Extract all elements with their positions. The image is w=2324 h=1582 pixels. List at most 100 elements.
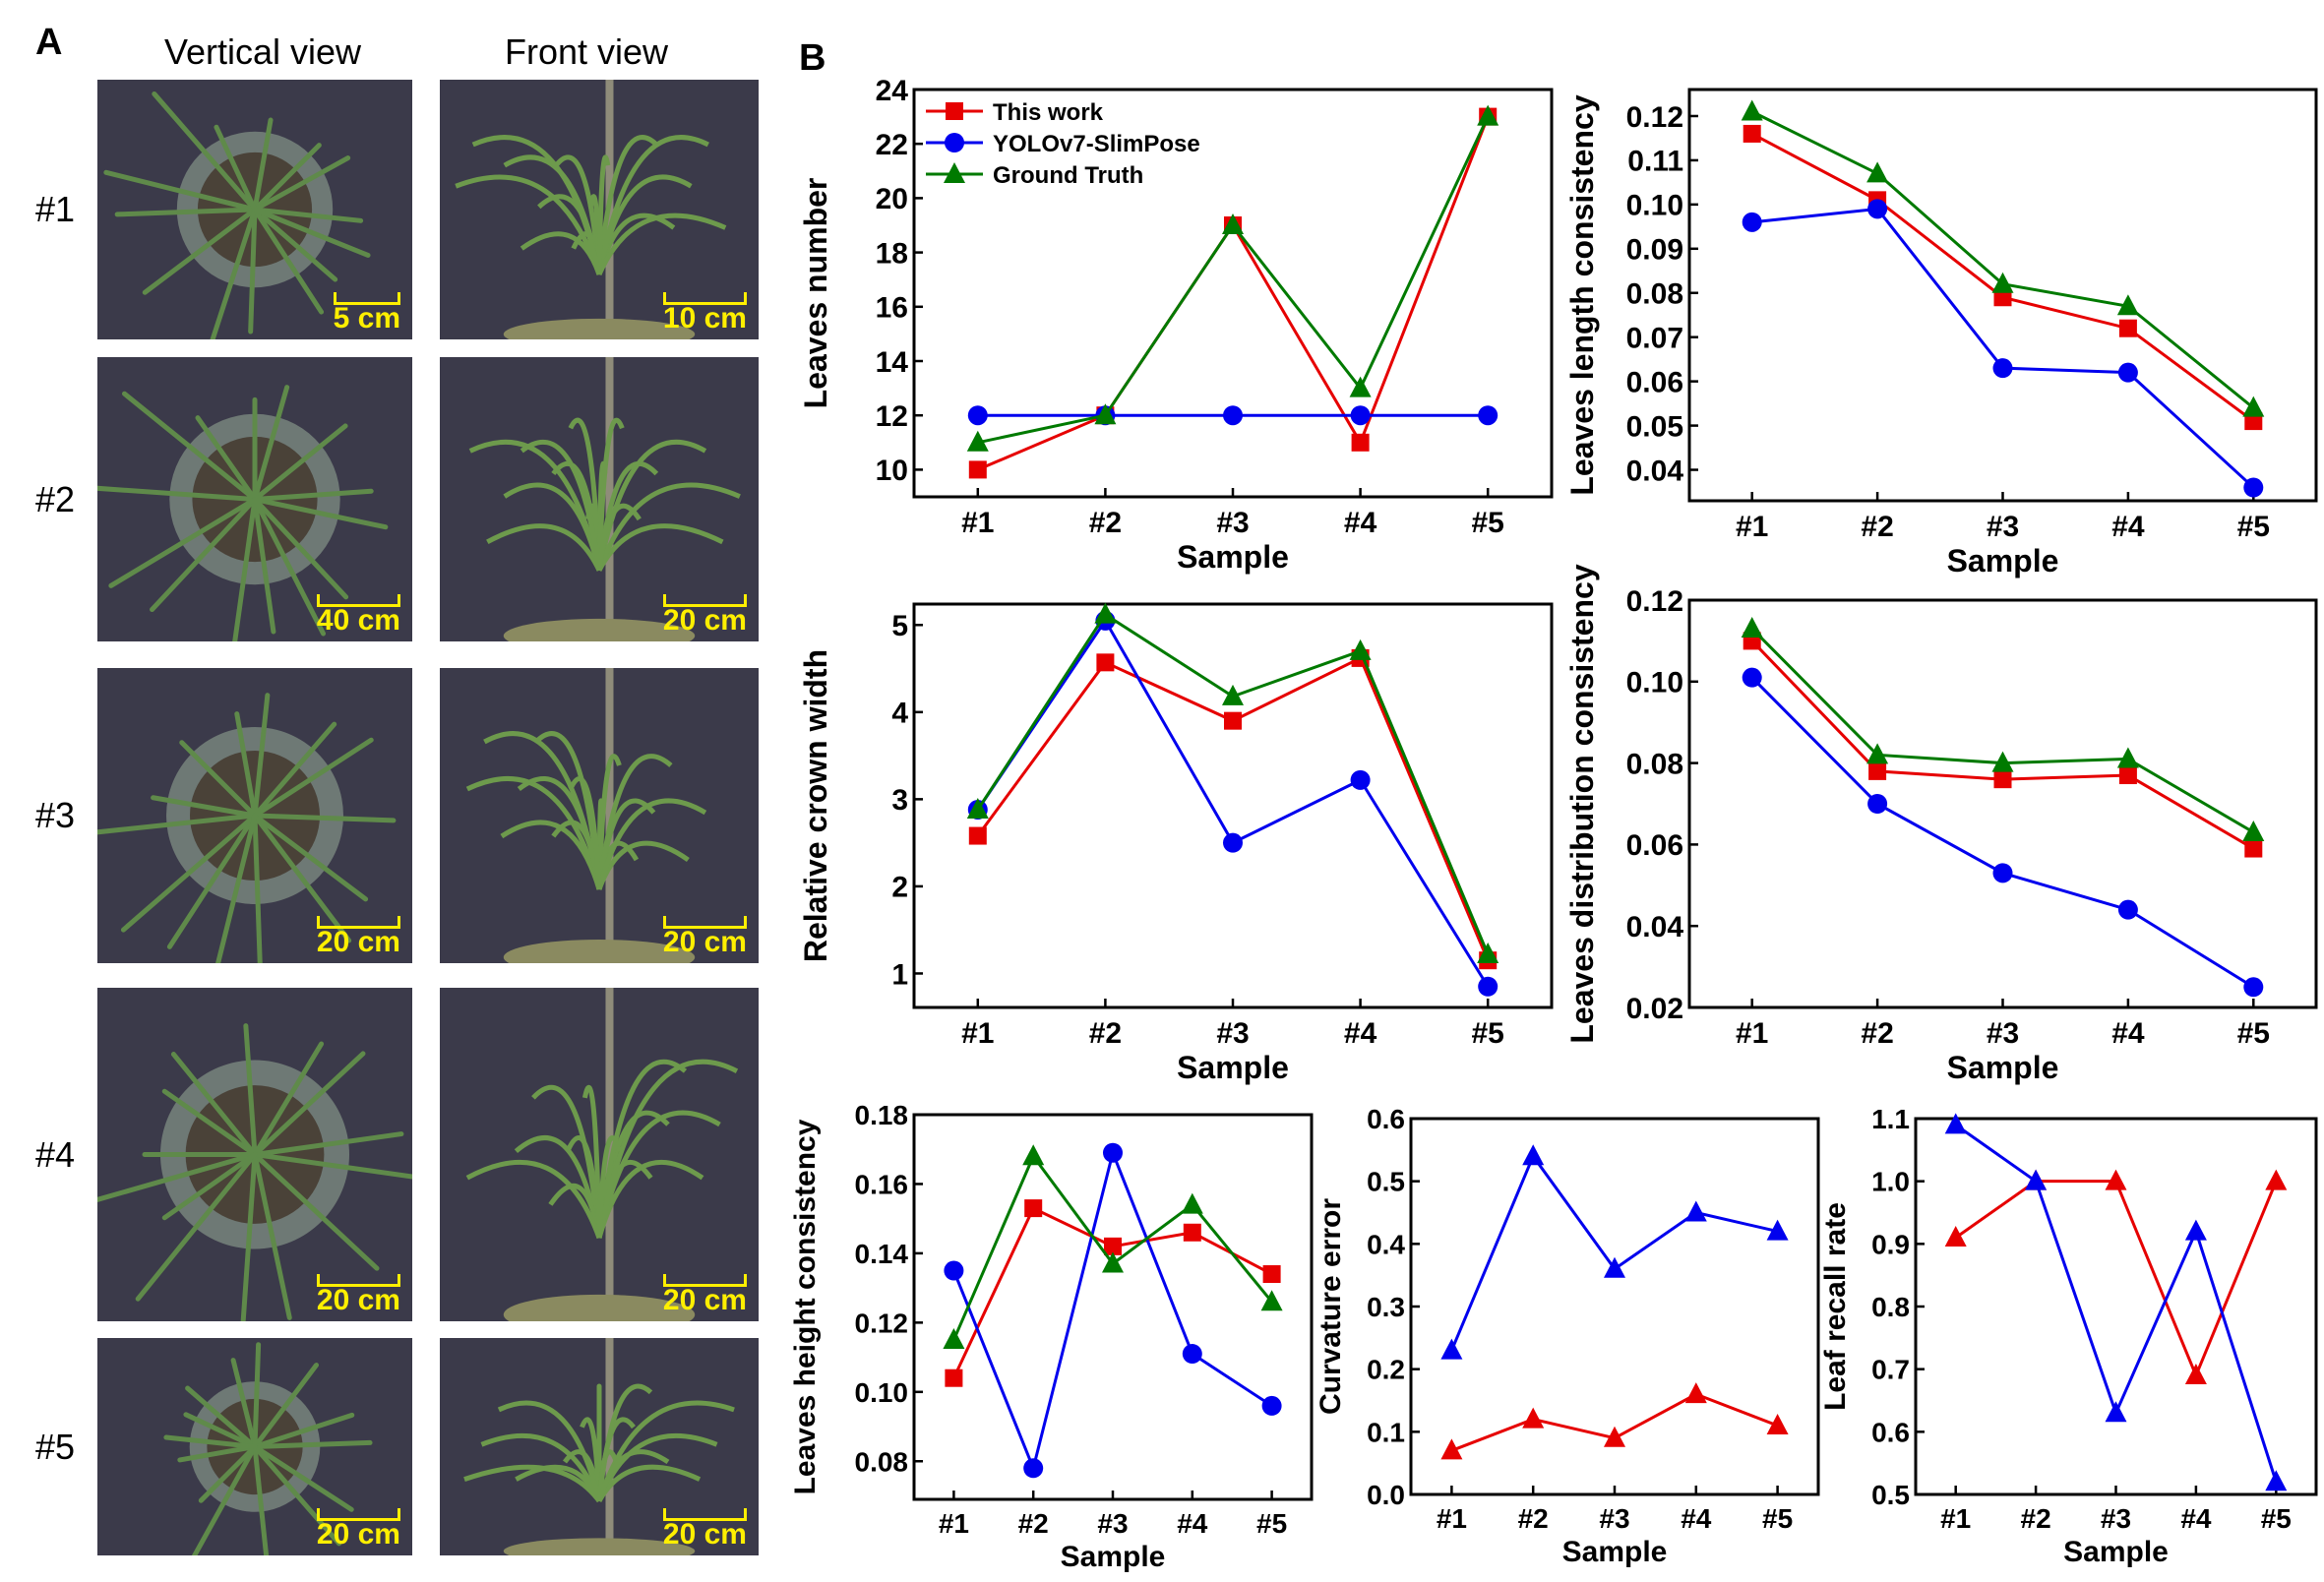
square-marker xyxy=(1224,711,1242,730)
x-tick-label: #2 xyxy=(2021,1503,2051,1534)
y-tick-label: 0.4 xyxy=(1367,1229,1405,1259)
square-marker xyxy=(2118,766,2137,785)
scale-bar-text: 40 cm xyxy=(316,604,400,637)
square-marker xyxy=(2118,319,2137,337)
y-tick-label: 14 xyxy=(876,346,909,379)
row-label: #1 xyxy=(35,189,76,229)
triangle-marker xyxy=(1022,1144,1045,1166)
x-tick-label: #1 xyxy=(1736,511,1768,543)
y-axis-title: Leaves length consistency xyxy=(1564,94,1600,495)
x-tick-label: #5 xyxy=(1256,1508,1287,1539)
triangle-marker xyxy=(1522,1144,1545,1166)
x-axis-title: Sample xyxy=(1947,1050,2059,1085)
scale-bar xyxy=(316,916,400,929)
circle-marker xyxy=(1867,794,1888,814)
x-tick-label: #5 xyxy=(1762,1503,1793,1534)
plot-frame xyxy=(912,1113,1314,1501)
circle-marker xyxy=(1867,199,1888,219)
y-tick-label: 0.09 xyxy=(1626,234,1683,267)
scale-bar-label: 20 cm xyxy=(662,1508,747,1552)
series-line xyxy=(976,612,1490,955)
y-tick-label: 20 xyxy=(876,183,908,215)
triangle-marker xyxy=(1349,639,1372,660)
y-tick-label: 0.5 xyxy=(1871,1480,1910,1510)
triangle-marker xyxy=(1477,104,1499,126)
circle-marker xyxy=(1742,212,1762,232)
scale-bar xyxy=(333,292,400,305)
y-tick-label: 0.08 xyxy=(1626,278,1683,311)
square-marker xyxy=(1351,433,1370,452)
x-tick-label: #4 xyxy=(1177,1508,1208,1539)
front-view-photo: 20 cm xyxy=(440,357,759,641)
plant-image xyxy=(97,1023,412,1321)
triangle-marker xyxy=(2105,1401,2127,1423)
y-tick-label: 0.10 xyxy=(1626,667,1683,700)
y-tick-label: 0.16 xyxy=(855,1170,909,1200)
square-marker xyxy=(1104,1237,1122,1255)
scale-bar xyxy=(662,594,747,607)
triangle-marker xyxy=(1766,1219,1789,1241)
y-tick-label: 0.18 xyxy=(855,1100,909,1130)
legend-label: Ground Truth xyxy=(993,162,1143,189)
y-tick-label: 0.12 xyxy=(1626,585,1683,618)
scale-bar-label: 10 cm xyxy=(662,292,747,335)
y-tick-label: 1.1 xyxy=(1871,1104,1910,1134)
plant-image xyxy=(465,988,739,1321)
circle-marker xyxy=(2243,977,2264,998)
row-label: #5 xyxy=(35,1426,76,1467)
plot-frame xyxy=(912,602,1554,1009)
y-tick-label: 0.5 xyxy=(1367,1167,1405,1197)
x-tick-label: #3 xyxy=(1097,1508,1128,1539)
x-tick-label: #4 xyxy=(2111,511,2145,543)
series-yolov7-slimpose xyxy=(1944,1113,2288,1491)
square-marker xyxy=(1262,1265,1281,1284)
triangle-marker xyxy=(1522,1407,1545,1429)
y-tick-label: 0.2 xyxy=(1367,1355,1405,1385)
x-tick-label: #4 xyxy=(1344,507,1377,539)
circle-marker xyxy=(1478,405,1498,426)
series-yolov7-slimpose xyxy=(1440,1144,1789,1360)
triangle-marker xyxy=(1741,99,1763,121)
y-tick-label: 0.08 xyxy=(855,1446,909,1477)
y-tick-label: 0.06 xyxy=(1626,366,1683,398)
series-ground-truth xyxy=(943,1144,1283,1349)
y-axis-title: Leaves number xyxy=(798,178,833,409)
vertical-view-photo: 20 cm xyxy=(97,1338,412,1555)
chart-6: 0.0 0.1 0.2 0.3 0.4 0.5 0.6 #1 #2 #3 #4 #5 Sample Cur… xyxy=(1315,1104,1820,1568)
triangle-marker xyxy=(966,430,989,452)
x-axis-title: Sample xyxy=(1947,543,2059,578)
x-axis-title: Sample xyxy=(1562,1536,1668,1568)
circle-marker xyxy=(2243,477,2264,498)
series-this-work xyxy=(1440,1382,1789,1460)
x-axis-title: Sample xyxy=(1061,1541,1166,1573)
triangle-marker xyxy=(1181,1192,1203,1214)
series-line xyxy=(976,617,1490,988)
triangle-marker xyxy=(1260,1290,1283,1311)
y-tick-label: 24 xyxy=(876,75,909,107)
y-tick-label: 0.02 xyxy=(1626,993,1683,1025)
y-tick-label: 3 xyxy=(891,784,908,817)
chart-3: 1 2 3 4 5 #1 #2 #3 #4 #5 Sample Relative crown widt… xyxy=(798,602,1554,1085)
series-ground-truth xyxy=(1741,99,2265,417)
series-yolov7-slimpose xyxy=(944,1142,1282,1479)
triangle-marker xyxy=(1094,403,1117,425)
x-tick-label: #2 xyxy=(1018,1508,1049,1539)
triangle-marker xyxy=(2265,1470,2288,1491)
y-tick-label: 1.0 xyxy=(1871,1167,1910,1197)
x-tick-label: #5 xyxy=(2237,511,2270,543)
y-tick-label: 0.1 xyxy=(1367,1417,1405,1447)
circle-marker xyxy=(1261,1395,1282,1416)
y-tick-label: 18 xyxy=(876,237,908,270)
scale-bar xyxy=(662,1274,747,1287)
scale-bar-text: 20 cm xyxy=(662,926,747,958)
triangle-marker xyxy=(1477,942,1499,963)
scale-bar-label: 20 cm xyxy=(662,594,747,638)
x-tick-label: #4 xyxy=(1344,1017,1377,1050)
series-this-work xyxy=(1743,632,2263,858)
scale-bar-text: 20 cm xyxy=(316,1284,400,1316)
row-label: #4 xyxy=(35,1133,76,1175)
triangle-marker xyxy=(2265,1169,2288,1190)
square-marker xyxy=(968,460,987,479)
y-tick-label: 0.04 xyxy=(1626,911,1684,943)
scale-bar-label: 20 cm xyxy=(316,1274,400,1317)
